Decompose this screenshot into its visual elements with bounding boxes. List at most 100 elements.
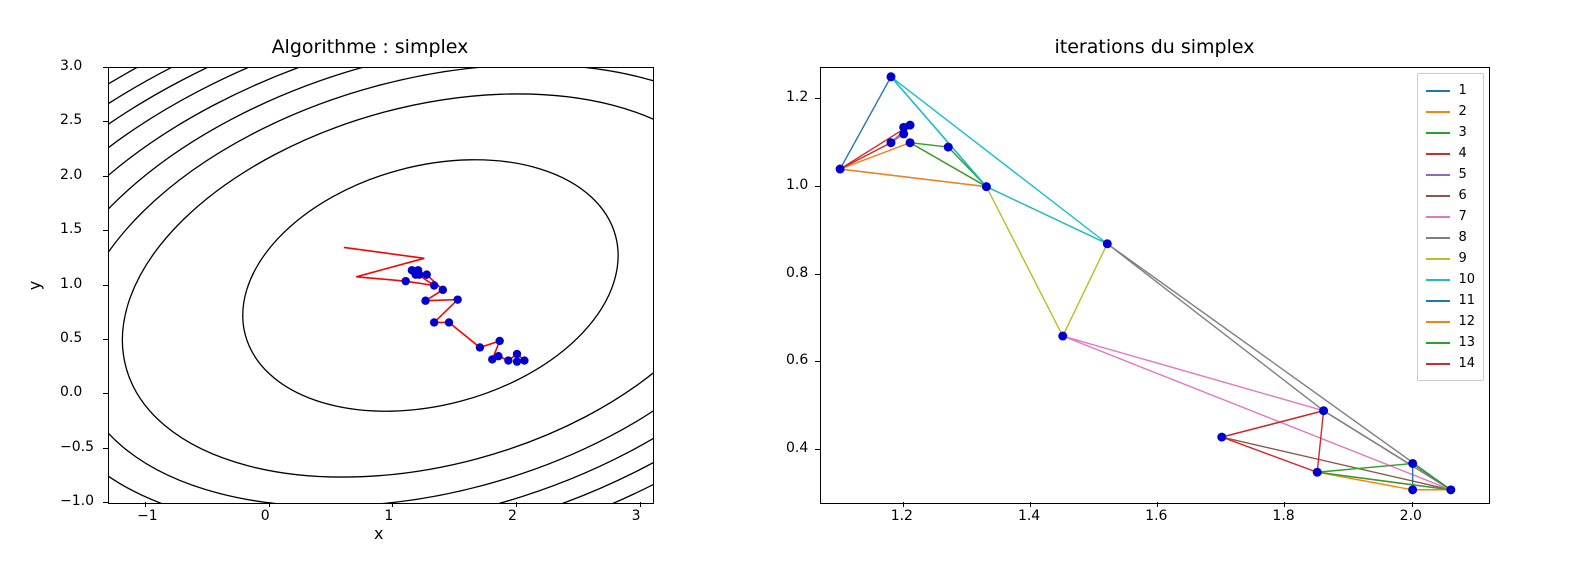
simplex-triangle-10 [891, 77, 1107, 244]
xtick-label: 1.8 [1272, 508, 1294, 524]
legend-swatch [1426, 300, 1450, 302]
vertex-point [1217, 433, 1226, 442]
legend-label: 13 [1458, 335, 1475, 350]
xtick [1157, 502, 1158, 507]
xtick [640, 502, 641, 507]
xtick [392, 502, 393, 507]
simplex-point [423, 270, 431, 278]
legend-item-10: 10 [1426, 269, 1475, 290]
legend-label: 11 [1458, 293, 1475, 308]
vertex-point [1103, 239, 1112, 248]
ytick [815, 186, 820, 187]
xtick [1030, 502, 1031, 507]
legend-label: 9 [1458, 251, 1466, 266]
ytick [103, 121, 108, 122]
ytick-label: 2.5 [60, 112, 82, 128]
simplex-point [430, 281, 438, 289]
vertex-point [982, 182, 991, 191]
ytick [103, 230, 108, 231]
right-panel: iterations du simplex 123456789101112131… [740, 0, 1569, 577]
xtick [1284, 502, 1285, 507]
vertex-point [1319, 406, 1328, 415]
ytick [103, 176, 108, 177]
left-ylabel: y [25, 281, 44, 290]
simplex-triangle-8 [1107, 244, 1451, 490]
ytick-label: 1.5 [60, 221, 82, 237]
xtick-label: 1.4 [1018, 508, 1040, 524]
ytick-label: 3.0 [60, 58, 82, 74]
ytick-label: 0.4 [786, 440, 808, 456]
ytick-label: 0.6 [786, 352, 808, 368]
contour-line [109, 68, 653, 503]
contour-line [109, 68, 653, 503]
legend-item-12: 12 [1426, 311, 1475, 332]
ytick-label: 2.0 [60, 167, 82, 183]
ytick-label: −1.0 [60, 493, 94, 509]
ytick [103, 448, 108, 449]
legend-item-6: 6 [1426, 185, 1475, 206]
xtick-label: 1 [384, 508, 393, 524]
legend-item-5: 5 [1426, 164, 1475, 185]
contour-line [109, 68, 653, 503]
legend-label: 1 [1458, 83, 1466, 98]
simplex-point [494, 352, 502, 360]
legend-label: 6 [1458, 188, 1466, 203]
legend-item-3: 3 [1426, 122, 1475, 143]
vertex-point [1313, 468, 1322, 477]
xtick-label: −1 [137, 508, 158, 524]
contour-line [109, 68, 653, 503]
right-title: iterations du simplex [740, 36, 1569, 58]
xtick-label: 0 [261, 508, 270, 524]
legend-swatch [1426, 363, 1450, 365]
legend-item-13: 13 [1426, 332, 1475, 353]
contour-line [109, 68, 653, 503]
legend-label: 14 [1458, 356, 1475, 371]
simplex-path [344, 247, 525, 361]
simplex-point [415, 270, 423, 278]
legend-item-9: 9 [1426, 248, 1475, 269]
legend-label: 2 [1458, 104, 1466, 119]
ytick [815, 98, 820, 99]
contour-line [109, 68, 653, 503]
left-svg [109, 68, 653, 503]
vertex-point [1446, 485, 1455, 494]
contour-line [109, 68, 653, 503]
vertex-point [944, 143, 953, 152]
ytick-label: 0.8 [786, 265, 808, 281]
simplex-point [504, 356, 512, 364]
vertex-point [1058, 332, 1067, 341]
legend-label: 8 [1458, 230, 1466, 245]
legend-item-14: 14 [1426, 353, 1475, 374]
legend-swatch [1426, 153, 1450, 155]
left-title: Algorithme : simplex [0, 36, 740, 58]
ytick-label: 0.0 [60, 384, 82, 400]
simplex-point [445, 318, 453, 326]
right-plot-area: 1234567891011121314 [820, 67, 1490, 504]
ytick-label: 1.0 [60, 276, 82, 292]
contour-line [109, 68, 653, 503]
legend-label: 4 [1458, 146, 1466, 161]
vertex-point [1408, 459, 1417, 468]
legend-swatch [1426, 216, 1450, 218]
contour-line [109, 68, 653, 503]
xtick [903, 502, 904, 507]
legend-item-7: 7 [1426, 206, 1475, 227]
ytick [103, 502, 108, 503]
ytick [103, 285, 108, 286]
xtick-label: 2 [508, 508, 517, 524]
legend-item-2: 2 [1426, 101, 1475, 122]
simplex-point [513, 350, 521, 358]
left-panel: Algorithme : simplex y x −10123−1.0−0.50… [0, 0, 740, 577]
legend-label: 12 [1458, 314, 1475, 329]
legend-label: 7 [1458, 209, 1466, 224]
vertex-point [886, 138, 895, 147]
contour-line [109, 68, 653, 503]
legend-swatch [1426, 258, 1450, 260]
vertex-point [886, 72, 895, 81]
xtick-label: 1.6 [1145, 508, 1167, 524]
ytick [815, 361, 820, 362]
legend-swatch [1426, 195, 1450, 197]
xtick [269, 502, 270, 507]
simplex-point [476, 343, 484, 351]
legend-swatch [1426, 237, 1450, 239]
